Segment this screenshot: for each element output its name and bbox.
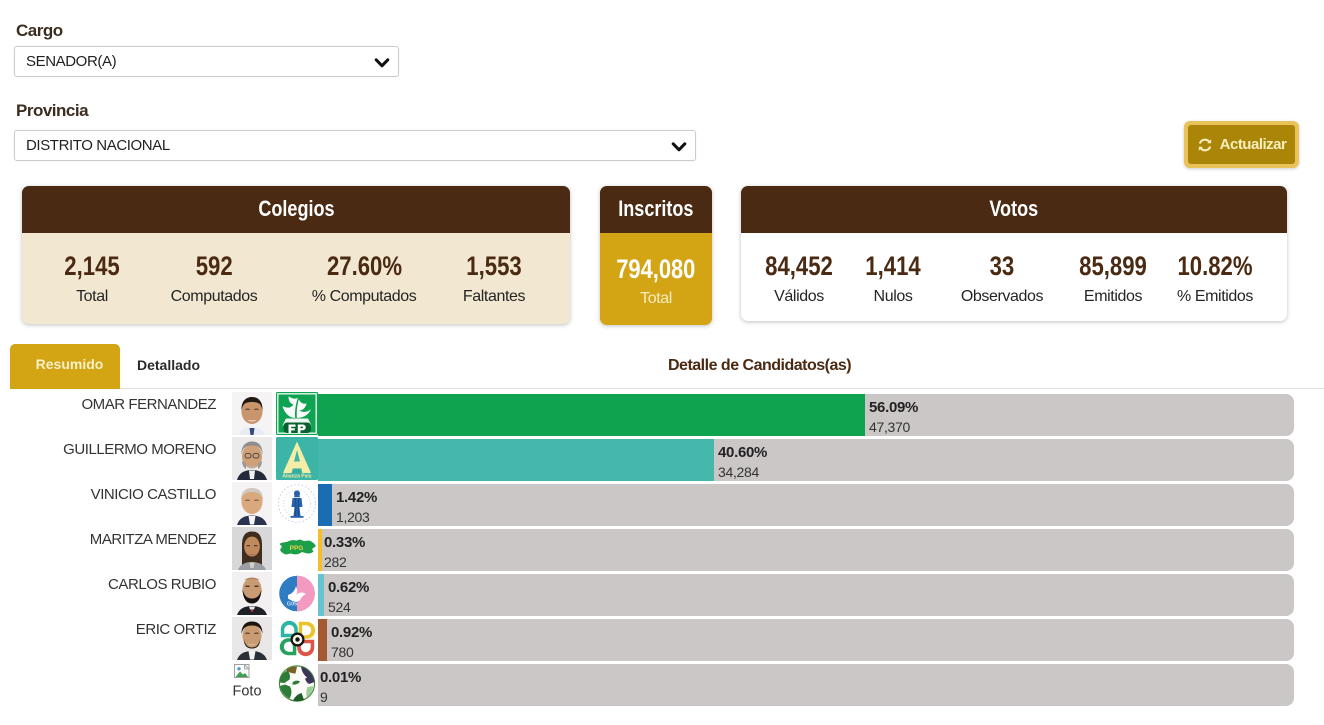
svg-text:Alianza País: Alianza País	[282, 474, 311, 480]
svg-text:G05: G05	[287, 602, 297, 608]
svg-text:Foto: Foto	[233, 684, 262, 700]
svg-text:PPG: PPG	[290, 545, 304, 552]
